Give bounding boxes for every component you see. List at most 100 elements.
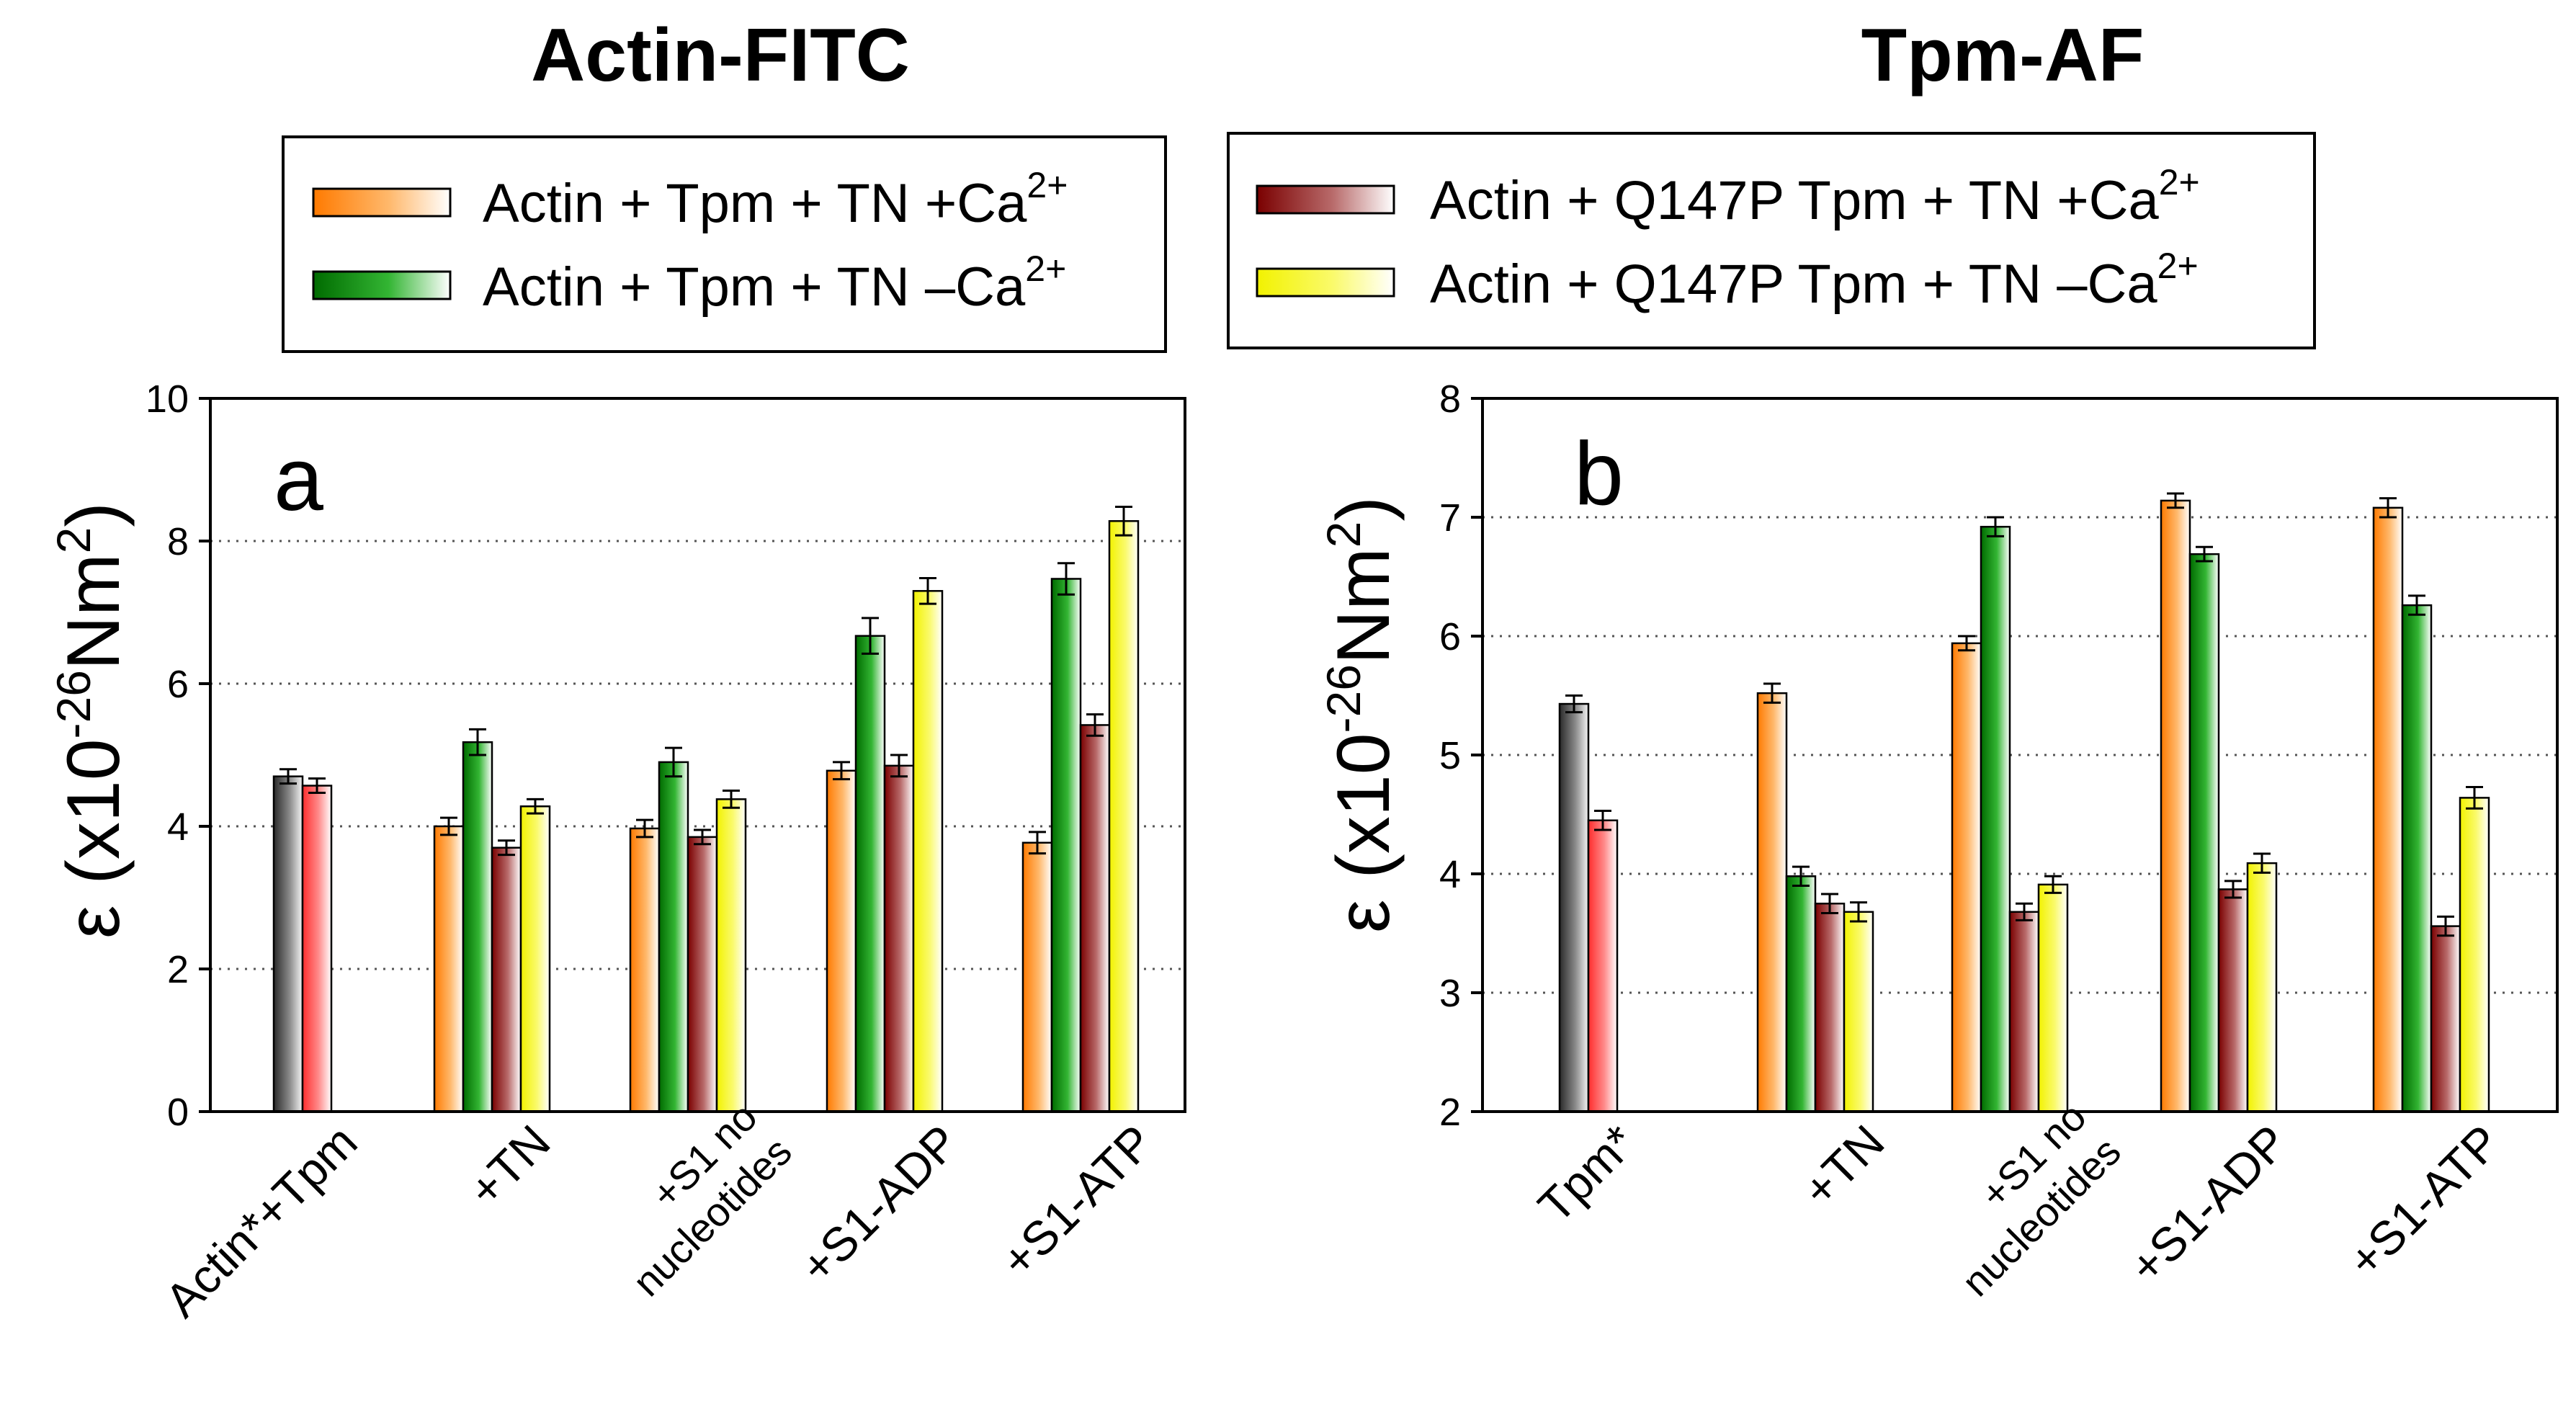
- bar-yellow: [1843, 911, 1874, 1113]
- panel-label: a: [274, 430, 323, 530]
- error-bar: [2408, 594, 2425, 616]
- bar-orange: [1756, 692, 1788, 1113]
- error-bar: [833, 761, 850, 781]
- y-tick-label: 7: [1439, 496, 1461, 540]
- bar-yellow: [2246, 862, 2278, 1113]
- legend-entry: Actin + Tpm + TN +Ca2+: [312, 165, 1068, 234]
- error-bar: [2196, 545, 2213, 563]
- legend-swatch-orange: [312, 187, 452, 218]
- error-bar: [279, 768, 297, 785]
- legend-box: [1227, 132, 2316, 349]
- x-tick-label: +S1-ADP: [790, 1114, 968, 1293]
- error-bar: [890, 754, 908, 778]
- bar-red: [1587, 819, 1619, 1113]
- panel-label: b: [1574, 424, 1624, 524]
- bar-green: [2188, 553, 2220, 1113]
- error-bar: [498, 839, 515, 857]
- y-tick-label: 0: [167, 1091, 189, 1134]
- chart-panel-a: Actin-FITC Actin + Tpm + TN +Ca2+ Actin …: [47, 14, 1186, 1327]
- error-bar: [1057, 562, 1075, 596]
- error-bar: [1958, 635, 1975, 652]
- bar-green: [1785, 875, 1817, 1113]
- error-bar: [2437, 915, 2454, 937]
- axes-frame: [209, 397, 1186, 1113]
- y-tick-label: 10: [146, 377, 189, 421]
- bar-orange: [629, 827, 661, 1113]
- error-bar: [2044, 875, 2062, 894]
- y-axis-label: ε (x10-26Nm2): [47, 502, 135, 939]
- error-bar: [527, 797, 544, 815]
- x-tick-label: Tpm*: [1528, 1114, 1646, 1233]
- x-tick-label: +S1-ATP: [2338, 1114, 2510, 1287]
- bar-green: [854, 635, 886, 1113]
- bar-maroon: [2008, 911, 2040, 1113]
- bar-maroon: [1814, 903, 1846, 1113]
- bar-gray: [272, 775, 304, 1113]
- legend-label: Actin + Q147P Tpm + TN +Ca2+: [1430, 162, 2200, 231]
- bar-green: [462, 741, 493, 1113]
- error-bar: [469, 728, 486, 756]
- bar-green: [1050, 578, 1082, 1113]
- chart-title: Actin-FITC: [531, 14, 910, 97]
- y-tick-label: 6: [167, 663, 189, 706]
- y-tick-label: 6: [1439, 615, 1461, 658]
- bar-yellow: [2037, 883, 2069, 1113]
- bar-green: [658, 761, 689, 1113]
- error-bar: [2466, 786, 2483, 810]
- error-bar: [1763, 682, 1781, 704]
- bar-maroon: [1079, 724, 1111, 1113]
- bar-maroon: [2430, 925, 2461, 1113]
- bar-orange: [433, 825, 465, 1113]
- bar-maroon: [883, 764, 915, 1113]
- error-bar: [2224, 880, 2242, 899]
- legend-label: Actin + Tpm + TN –Ca2+: [483, 249, 1066, 318]
- bar-yellow: [2459, 797, 2490, 1113]
- error-bar: [694, 828, 711, 846]
- error-bar: [636, 818, 653, 839]
- bar-yellow: [715, 798, 747, 1113]
- error-bar: [1029, 831, 1046, 855]
- y-tick-label: 2: [167, 948, 189, 991]
- error-bar: [723, 790, 740, 809]
- error-bar: [919, 576, 936, 605]
- error-bar: [1987, 516, 2004, 537]
- bar-yellow: [912, 590, 944, 1113]
- legend-entry: Actin + Q147P Tpm + TN +Ca2+: [1256, 162, 2200, 231]
- error-bar: [862, 617, 879, 655]
- x-tick-label: +TN: [458, 1114, 560, 1217]
- y-tick-label: 4: [1439, 853, 1461, 896]
- error-bar: [308, 777, 326, 794]
- chart-title: Tpm-AF: [1861, 14, 2145, 97]
- bar-orange: [826, 769, 857, 1113]
- bar-yellow: [519, 805, 551, 1113]
- bar-orange: [2160, 499, 2191, 1113]
- x-tick-label: +S1-ATP: [990, 1114, 1163, 1287]
- error-bar: [665, 746, 682, 778]
- error-bar: [1821, 893, 1838, 914]
- bar-gray: [1558, 702, 1590, 1113]
- bar-yellow: [1108, 520, 1140, 1113]
- error-bar: [1565, 694, 1583, 714]
- x-tick-label: +TN: [1792, 1114, 1895, 1217]
- y-tick-label: 2: [1439, 1091, 1461, 1134]
- legend-entry: Actin + Q147P Tpm + TN –Ca2+: [1256, 246, 2199, 315]
- bar-maroon: [491, 846, 522, 1113]
- error-bar: [2379, 497, 2397, 519]
- y-tick-label: 4: [167, 805, 189, 849]
- legend-label: Actin + Q147P Tpm + TN –Ca2+: [1430, 246, 2199, 315]
- bar-orange: [1951, 642, 1982, 1113]
- error-bar: [2253, 852, 2271, 874]
- error-bar: [440, 816, 457, 836]
- y-tick-label: 8: [167, 520, 189, 563]
- error-bar: [1594, 810, 1611, 831]
- legend: Actin + Tpm + TN +Ca2+ Actin + Tpm + TN …: [282, 135, 1167, 353]
- bar-maroon: [2217, 888, 2249, 1113]
- legend: Actin + Q147P Tpm + TN +Ca2+ Actin + Q14…: [1227, 132, 2316, 349]
- x-tick-label: +S1 nonucleotides: [1918, 1094, 2129, 1305]
- x-tick-label: +S1 nonucleotides: [589, 1094, 800, 1305]
- y-tick-label: 3: [1439, 972, 1461, 1015]
- bar-orange: [1021, 841, 1053, 1113]
- error-bar: [2016, 902, 2033, 921]
- y-axis-label: ε (x10-26Nm2): [1317, 496, 1405, 933]
